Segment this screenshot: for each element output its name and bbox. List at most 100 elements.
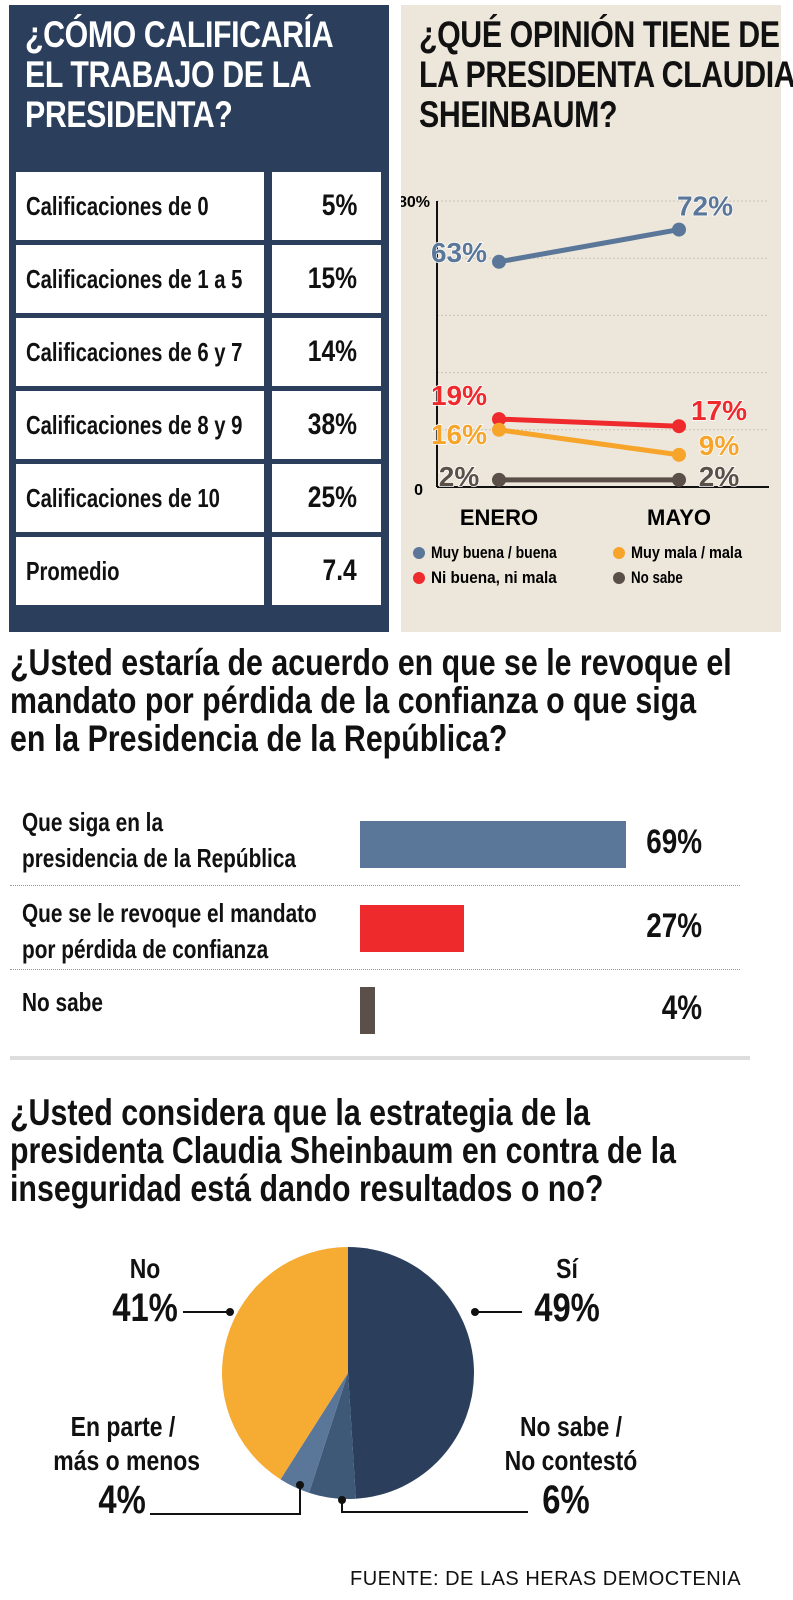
x-tick-label: MAYO bbox=[647, 505, 711, 530]
series-point bbox=[672, 472, 686, 487]
series-line bbox=[498, 427, 680, 458]
opinion-title-line: SHEINBAUM? bbox=[419, 94, 618, 135]
legend-swatch bbox=[613, 547, 625, 559]
rating-row-average: Promedio 7.4 bbox=[16, 537, 382, 607]
series-point bbox=[492, 472, 506, 487]
question-line: ¿Usted estaría de acuerdo en que se le r… bbox=[10, 642, 732, 683]
question-line: inseguridad está dando resultados o no? bbox=[10, 1168, 604, 1209]
series-point bbox=[492, 422, 506, 437]
data-label: 9% bbox=[699, 430, 740, 461]
bar-value-label: 27% bbox=[646, 907, 702, 945]
pie-label-value: 4% bbox=[98, 1478, 146, 1522]
pie-label-text: Sí bbox=[556, 1253, 578, 1284]
series-point bbox=[492, 254, 506, 269]
section-divider bbox=[10, 1056, 750, 1060]
legend-swatch bbox=[413, 547, 425, 559]
rating-label: Calificaciones de 8 y 9 bbox=[26, 410, 243, 440]
data-label: 63% bbox=[431, 237, 487, 268]
series-point bbox=[492, 412, 506, 427]
legend-swatch bbox=[613, 572, 625, 584]
data-label: 19% bbox=[431, 380, 487, 411]
pie-label-text: En parte / bbox=[70, 1411, 176, 1442]
legend-swatch bbox=[413, 572, 425, 584]
rating-value-cell: 38% bbox=[272, 391, 381, 459]
rating-panel-title: ¿CÓMO CALIFICARÍA EL TRABAJO DE LA PRESI… bbox=[25, 14, 334, 135]
pie-slice bbox=[348, 1247, 475, 1499]
rating-value-cell: 7.4 bbox=[272, 537, 381, 605]
pie-label-value: 49% bbox=[534, 1286, 600, 1330]
pie-label-value: 6% bbox=[542, 1478, 590, 1522]
row-separator bbox=[10, 969, 740, 970]
data-label: 16% bbox=[431, 419, 487, 450]
leader-dot bbox=[226, 1308, 234, 1316]
bar-category-label: por pérdida de confianza bbox=[22, 934, 269, 964]
legend-label: No sabe bbox=[631, 568, 683, 587]
rating-label: Calificaciones de 10 bbox=[26, 483, 220, 513]
rating-value: 25% bbox=[307, 481, 357, 514]
series-point bbox=[672, 419, 686, 434]
y-tick-label: 80% bbox=[401, 194, 430, 211]
rating-title-line: EL TRABAJO DE LA bbox=[25, 54, 312, 95]
rating-label: Calificaciones de 0 bbox=[26, 191, 209, 221]
rating-label-cell: Calificaciones de 0 bbox=[16, 172, 264, 240]
revocation-question-title: ¿Usted estaría de acuerdo en que se le r… bbox=[10, 644, 732, 758]
rating-label-cell: Calificaciones de 1 a 5 bbox=[16, 245, 264, 313]
legend-label: Muy mala / mala bbox=[631, 543, 742, 562]
data-label: 17% bbox=[691, 395, 747, 426]
pie-label-no-sabe: No sabe / No contestó 6% bbox=[501, 1410, 640, 1522]
leader-line bbox=[150, 1485, 301, 1515]
question-line: ¿Usted considera que la estrategia de la bbox=[10, 1092, 591, 1133]
rating-row: Calificaciones de 0 5% bbox=[16, 172, 382, 242]
pie-label-si: Sí 49% bbox=[534, 1252, 600, 1330]
security-pie-chart bbox=[150, 1247, 528, 1515]
rating-row: Calificaciones de 1 a 5 15% bbox=[16, 245, 382, 315]
rating-value: 14% bbox=[307, 335, 357, 368]
bar-category-label: No sabe bbox=[22, 987, 103, 1017]
series-line bbox=[498, 416, 680, 429]
pie-label-text: No sabe / bbox=[519, 1411, 623, 1442]
x-tick-label: ENERO bbox=[460, 505, 538, 530]
rating-label-cell: Calificaciones de 6 y 7 bbox=[16, 318, 264, 386]
rating-label-cell: Calificaciones de 10 bbox=[16, 464, 264, 532]
bar-category-label: Que siga en la bbox=[22, 807, 164, 837]
opinion-panel: ¿QUÉ OPINIÓN TIENE DE LA PRESIDENTA CLAU… bbox=[401, 5, 793, 632]
rating-value-cell: 5% bbox=[272, 172, 381, 240]
series-line bbox=[498, 227, 680, 265]
rating-value: 38% bbox=[307, 408, 357, 441]
rating-title-line: PRESIDENTA? bbox=[25, 94, 233, 135]
rating-value-cell: 14% bbox=[272, 318, 381, 386]
bar-rect bbox=[360, 821, 626, 868]
rating-label-cell: Calificaciones de 8 y 9 bbox=[16, 391, 264, 459]
rating-row: Calificaciones de 10 25% bbox=[16, 464, 382, 534]
pie-slice bbox=[221, 1247, 348, 1480]
rating-value-cell: 15% bbox=[272, 245, 381, 313]
rating-label: Calificaciones de 6 y 7 bbox=[26, 337, 243, 367]
rating-label: Calificaciones de 1 a 5 bbox=[26, 264, 243, 294]
legend-label: Ni buena, ni mala bbox=[431, 568, 557, 587]
leader-dot bbox=[338, 1496, 346, 1504]
bar-value-label: 69% bbox=[646, 823, 702, 861]
row-separator bbox=[10, 885, 740, 886]
rating-panel: ¿CÓMO CALIFICARÍA EL TRABAJO DE LA PRESI… bbox=[9, 5, 389, 632]
data-label: 72% bbox=[677, 191, 733, 222]
rating-label-cell: Promedio bbox=[16, 537, 264, 605]
rating-value: 15% bbox=[307, 262, 357, 295]
y-tick-label: 0 bbox=[414, 482, 423, 499]
leader-dot bbox=[296, 1481, 304, 1489]
opinion-title-line: LA PRESIDENTA CLAUDIA bbox=[419, 54, 793, 95]
leader-dot bbox=[471, 1308, 479, 1316]
pie-slice bbox=[309, 1373, 356, 1499]
rating-value: 5% bbox=[321, 189, 357, 222]
rating-row: Calificaciones de 8 y 9 38% bbox=[16, 391, 382, 461]
question-line: en la Presidencia de la República? bbox=[10, 718, 508, 759]
leader-line bbox=[341, 1500, 528, 1513]
rating-label: Promedio bbox=[26, 556, 120, 586]
bar-category-label: presidencia de la República bbox=[22, 843, 296, 873]
pie-label-text: No contestó bbox=[504, 1445, 638, 1476]
rating-value: 7.4 bbox=[322, 554, 357, 587]
data-label: 2% bbox=[699, 461, 740, 492]
rating-row: Calificaciones de 6 y 7 14% bbox=[16, 318, 382, 388]
rating-title-line: ¿CÓMO CALIFICARÍA bbox=[25, 14, 334, 55]
pie-label-text: No bbox=[129, 1253, 161, 1284]
